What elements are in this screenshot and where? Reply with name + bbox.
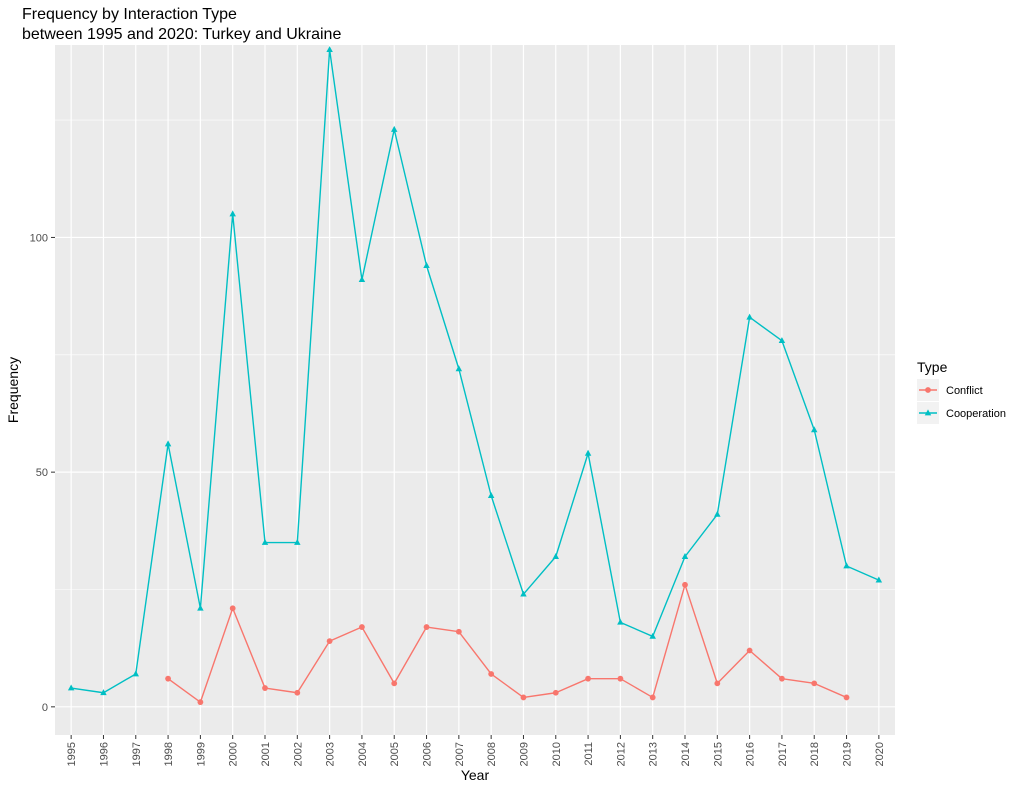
x-tick-label: 1999 [195,742,207,766]
y-tick-label: 0 [42,702,48,714]
conflict-point [294,689,301,696]
conflict-point [649,694,656,701]
conflict-point [262,685,268,691]
x-tick-label: 2014 [680,742,692,766]
cooperation-point [229,210,236,217]
legend-key-marker [925,387,931,393]
cooperation-point [875,576,883,583]
x-tick-label: 2011 [583,742,595,766]
conflict-point [714,680,721,687]
cooperation-point [843,562,850,569]
x-tick-label: 1996 [98,742,110,766]
x-axis-title: Year [461,767,490,783]
chart-title: Frequency by Interaction Type [22,6,237,23]
cooperation-line [71,48,880,694]
legend-item-cooperation: Cooperation [917,402,1006,424]
conflict-point [520,694,527,701]
legend: Type Conflict Cooperation [917,359,1006,424]
x-axis: 1995 1996 1997 1998 1999 2000 2001 2002 2003 2004… [66,735,886,766]
cooperation-point [358,276,366,283]
y-tick-label: 100 [30,232,48,244]
cooperation-point [455,365,463,372]
x-tick-label: 2016 [745,742,757,766]
conflict-point [811,680,818,687]
legend-label-cooperation: Cooperation [946,408,1006,420]
x-tick-label: 2012 [615,742,627,766]
cooperation-point [294,538,301,545]
conflict-line [167,584,847,703]
x-tick-label: 2010 [551,742,563,766]
legend-key-marker [924,409,932,416]
x-tick-label: 2015 [712,742,724,766]
conflict-point [359,624,365,630]
series-cooperation [67,46,883,696]
cooperation-point [649,632,656,639]
x-tick-label: 2007 [454,742,466,766]
conflict-point [843,694,850,701]
x-tick-label: 2003 [325,742,337,766]
conflict-point [197,699,204,706]
conflict-point [779,675,785,682]
conflict-point [229,605,236,612]
cooperation-point [132,670,140,677]
conflict-point [423,624,430,630]
cooperation-point [520,590,527,597]
cooperation-point [681,553,689,559]
x-tick-label: 2017 [777,742,789,766]
cooperation-point [164,440,172,447]
cooperation-point [100,689,107,696]
y-axis-title: Frequency [5,357,21,423]
cooperation-point [584,449,592,456]
x-tick-label: 1997 [131,742,143,766]
cooperation-point [778,337,786,344]
legend-title: Type [917,359,948,375]
grid-lines [55,45,895,735]
series-conflict [165,581,850,706]
conflict-point [585,675,591,682]
cooperation-point [67,684,75,691]
cooperation-point [714,510,721,517]
x-tick-label: 2009 [518,742,530,766]
x-tick-label: 2004 [357,742,369,766]
x-tick-label: 2013 [648,742,660,766]
cooperation-point [390,125,398,132]
cooperation-point [617,618,624,625]
y-axis: 0 50 100 [30,232,55,714]
conflict-point [165,675,171,682]
cooperation-point [810,426,818,433]
plot-panel [55,45,895,735]
cooperation-point [197,604,204,611]
cooperation-point [487,492,495,498]
cooperation-point [261,538,269,545]
x-tick-label: 1995 [66,742,78,766]
x-tick-label: 2000 [228,742,240,766]
cooperation-point [552,553,560,559]
legend-item-conflict: Conflict [917,379,983,401]
conflict-point [746,647,753,654]
legend-label-conflict: Conflict [946,385,983,397]
cooperation-point [326,46,333,53]
conflict-point [617,675,624,682]
chart-subtitle: between 1995 and 2020: Turkey and Ukrain… [22,26,341,43]
x-tick-label: 2001 [260,742,272,766]
x-tick-label: 2005 [389,742,401,766]
conflict-point [552,689,559,696]
series-layer [67,46,883,706]
x-tick-label: 2008 [486,742,498,766]
conflict-point [326,638,333,645]
x-tick-label: 2006 [422,742,434,766]
x-tick-label: 2002 [292,742,304,766]
x-tick-label: 1998 [163,742,175,766]
conflict-point [488,671,495,677]
conflict-point [455,628,462,635]
cooperation-point [746,313,753,320]
x-tick-label: 2018 [809,742,821,766]
conflict-point [682,581,688,588]
cooperation-point [423,262,430,268]
x-tick-label: 2019 [842,742,854,766]
x-tick-label: 2020 [874,742,886,766]
y-tick-label: 50 [36,467,48,479]
conflict-point [391,680,398,687]
